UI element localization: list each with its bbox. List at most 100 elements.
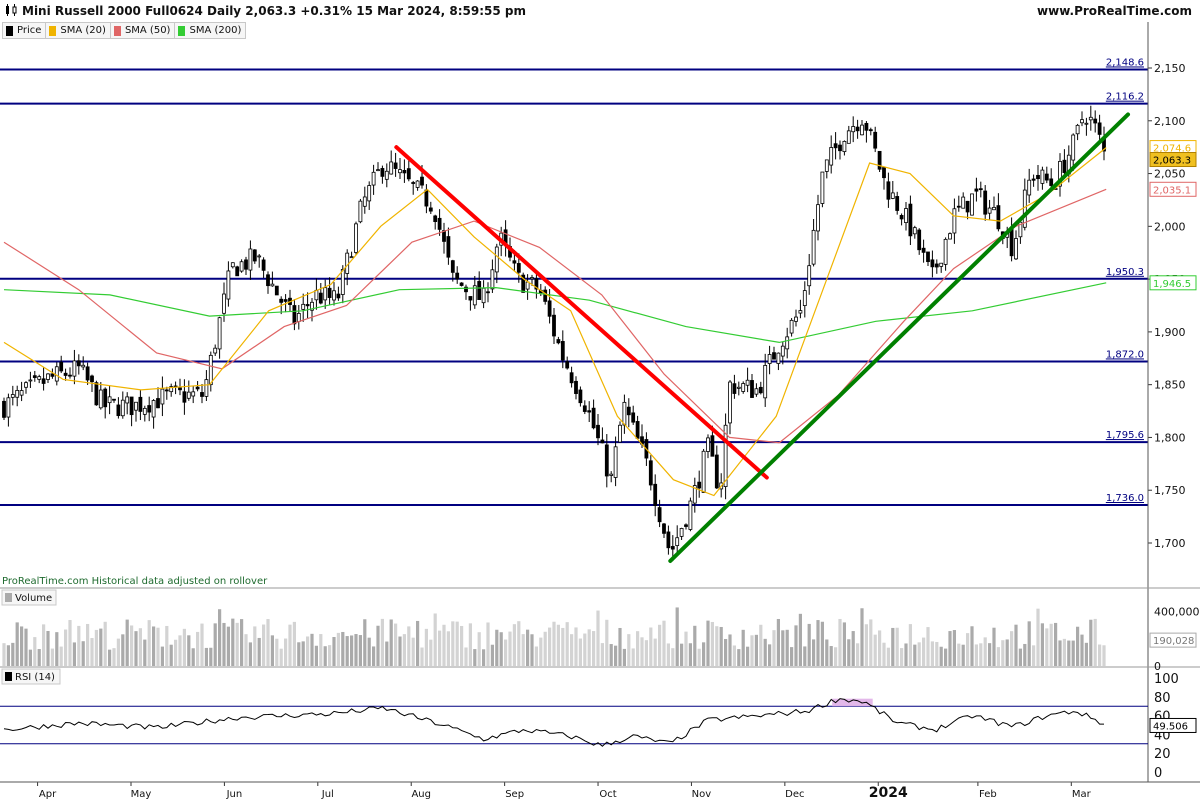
candle-body bbox=[6, 397, 11, 418]
chart-header: Mini Russell 2000 Full0624 Daily 2,063.3… bbox=[0, 0, 1200, 22]
volume-bar bbox=[913, 644, 917, 666]
candle-body bbox=[618, 424, 622, 443]
volume-bar bbox=[323, 646, 327, 666]
volume-label: Volume bbox=[15, 593, 52, 604]
candle-body bbox=[164, 389, 169, 392]
candle-body bbox=[261, 259, 266, 271]
candle-body bbox=[362, 196, 367, 207]
legend-sma200[interactable]: SMA (200) bbox=[174, 22, 247, 39]
candle-body bbox=[32, 375, 37, 378]
candle-body bbox=[811, 229, 816, 265]
candle-body bbox=[899, 215, 904, 220]
volume-bar bbox=[697, 648, 701, 666]
volume-bar bbox=[213, 623, 217, 666]
candle-body bbox=[565, 361, 570, 369]
candle-body bbox=[68, 374, 72, 377]
volume-bar bbox=[402, 634, 406, 666]
last-value-tag bbox=[1149, 181, 1197, 197]
candle-body bbox=[1093, 118, 1098, 124]
volume-bar bbox=[196, 631, 200, 666]
candle-body bbox=[723, 424, 728, 487]
volume-bar bbox=[6, 645, 10, 666]
legend-price[interactable]: Price bbox=[2, 22, 47, 39]
level-label: 2,116.2 bbox=[1106, 92, 1144, 103]
volume-bar bbox=[565, 622, 569, 666]
candle-body bbox=[987, 207, 992, 214]
volume-bar bbox=[829, 646, 833, 666]
volume-bar bbox=[407, 626, 411, 666]
candle-body bbox=[420, 176, 424, 186]
volume-bar bbox=[160, 646, 164, 666]
candle-body bbox=[1031, 178, 1036, 181]
volume-bar bbox=[244, 634, 248, 666]
candle-body bbox=[992, 206, 996, 211]
volume-bar bbox=[468, 623, 472, 666]
sma50-line bbox=[3, 188, 1107, 444]
volume-bar bbox=[622, 648, 626, 666]
volume-bar bbox=[358, 635, 362, 666]
legend-sma50[interactable]: SMA (50) bbox=[109, 22, 176, 39]
volume-bar bbox=[847, 639, 851, 666]
volume-bar bbox=[631, 648, 635, 666]
candle-body bbox=[860, 124, 864, 136]
volume-bar bbox=[455, 621, 459, 666]
volume-bar bbox=[297, 642, 301, 666]
month-label: Feb bbox=[979, 789, 997, 800]
candle-body bbox=[464, 286, 468, 293]
candle-body bbox=[208, 354, 213, 386]
volume-bar bbox=[442, 624, 446, 666]
candle-body bbox=[736, 386, 741, 389]
volume-bar bbox=[55, 632, 59, 666]
volume-bar bbox=[11, 642, 15, 666]
volume-bar bbox=[996, 647, 1000, 666]
candle-body bbox=[829, 147, 834, 166]
month-label: May bbox=[131, 789, 152, 800]
price-tick-label: 1,800 bbox=[1154, 431, 1186, 444]
volume-bar bbox=[900, 648, 904, 666]
candle-body bbox=[41, 378, 46, 384]
volume-bar bbox=[90, 638, 94, 666]
volume-bar bbox=[42, 624, 46, 666]
volume-bar bbox=[649, 627, 653, 666]
legend-sma20[interactable]: SMA (20) bbox=[45, 22, 111, 39]
volume-bar bbox=[842, 622, 846, 666]
month-label: 2024 bbox=[869, 785, 908, 800]
candle-body bbox=[147, 405, 152, 413]
candle-body bbox=[1062, 159, 1067, 173]
candle-body bbox=[371, 171, 376, 186]
candle-body bbox=[613, 446, 618, 478]
candle-body bbox=[217, 317, 222, 350]
candle-body bbox=[15, 390, 20, 398]
candle-body bbox=[534, 278, 539, 290]
volume-bar bbox=[2, 643, 6, 666]
candle-body bbox=[626, 406, 631, 416]
volume-bar bbox=[508, 631, 512, 666]
volume-bar bbox=[746, 646, 750, 666]
site-url[interactable]: www.ProRealTime.com bbox=[1037, 4, 1192, 18]
candle-body bbox=[1049, 178, 1054, 186]
volume-bar bbox=[776, 618, 780, 666]
candle-body bbox=[983, 190, 988, 215]
last-value-label: 2,074.6 bbox=[1153, 144, 1191, 155]
candle-body bbox=[701, 450, 706, 493]
volume-bar bbox=[1093, 618, 1097, 666]
volume-bar bbox=[310, 633, 314, 666]
volume-bar bbox=[684, 631, 688, 666]
volume-bar bbox=[728, 634, 732, 666]
volume-bar bbox=[908, 624, 912, 666]
volume-bar bbox=[156, 627, 160, 666]
volume-bar bbox=[548, 627, 552, 666]
candle-body bbox=[776, 352, 781, 364]
volume-bar bbox=[820, 621, 824, 666]
volume-bar bbox=[1040, 623, 1044, 666]
volume-bar bbox=[790, 647, 794, 666]
candle-body bbox=[591, 407, 596, 429]
candle-body bbox=[103, 388, 108, 408]
candle-body bbox=[274, 285, 279, 296]
candle-body bbox=[948, 233, 952, 240]
volume-bar bbox=[570, 634, 574, 666]
volume-bar bbox=[125, 619, 129, 666]
candle-body bbox=[85, 366, 90, 381]
candle-body bbox=[556, 339, 561, 344]
